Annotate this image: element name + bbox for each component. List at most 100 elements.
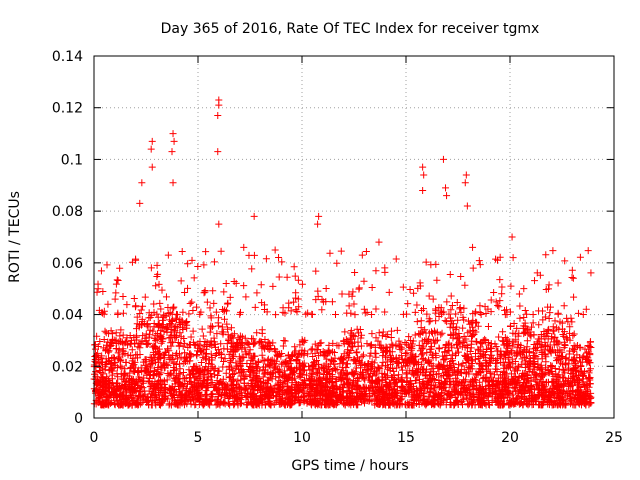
data-point [549, 370, 557, 378]
data-point [251, 303, 259, 311]
data-point [172, 388, 180, 396]
data-points [90, 96, 595, 409]
data-point [186, 397, 194, 405]
data-point [501, 355, 509, 363]
data-point [292, 387, 300, 395]
data-point [259, 384, 267, 392]
data-point [213, 385, 221, 393]
data-point [187, 333, 195, 341]
data-point [169, 305, 177, 313]
data-point [191, 379, 199, 387]
data-point [225, 386, 233, 394]
data-point-peak [214, 111, 222, 119]
data-point [569, 386, 577, 394]
data-point [185, 350, 193, 358]
data-point [504, 389, 512, 397]
data-point [422, 329, 430, 337]
data-point [482, 346, 490, 354]
data-point [133, 351, 141, 359]
data-point-peak [463, 202, 471, 210]
data-point [366, 342, 374, 350]
data-point [477, 384, 485, 392]
data-point [207, 337, 215, 345]
data-point [260, 363, 268, 371]
data-point [121, 339, 129, 347]
data-point [375, 376, 383, 384]
data-point [397, 352, 405, 360]
data-point [112, 390, 120, 398]
x-tick-label: 20 [501, 430, 519, 446]
data-point [347, 389, 355, 397]
data-point [438, 329, 446, 337]
data-point [170, 394, 178, 402]
data-point [475, 346, 483, 354]
data-point [541, 383, 549, 391]
data-point [152, 386, 160, 394]
data-point [297, 366, 305, 374]
data-point [529, 365, 537, 373]
data-point-peak [358, 251, 366, 259]
data-point [531, 369, 539, 377]
data-point [513, 348, 521, 356]
data-point [139, 384, 147, 392]
data-point [512, 372, 520, 380]
data-point [399, 283, 407, 291]
data-point [183, 396, 191, 404]
data-point [352, 349, 360, 357]
data-point [167, 354, 175, 362]
data-point [270, 400, 278, 408]
data-point [375, 364, 383, 372]
data-point [265, 361, 273, 369]
data-point [436, 401, 444, 409]
data-point [551, 334, 559, 342]
data-point [287, 307, 295, 315]
data-point [258, 351, 266, 359]
data-point [405, 388, 413, 396]
data-point [290, 298, 298, 306]
data-point [152, 282, 160, 290]
data-point [222, 369, 230, 377]
data-point [368, 372, 376, 380]
data-point [203, 383, 211, 391]
data-point [544, 400, 552, 408]
data-point [225, 350, 233, 358]
data-point [250, 352, 258, 360]
data-point [92, 386, 100, 394]
data-point [164, 310, 172, 318]
data-point [211, 352, 219, 360]
data-point [491, 340, 499, 348]
data-point [131, 364, 139, 372]
data-point [181, 349, 189, 357]
data-point [522, 371, 530, 379]
data-point [312, 395, 320, 403]
data-point [257, 281, 265, 289]
data-point [193, 352, 201, 360]
data-point [154, 323, 162, 331]
data-point [505, 390, 513, 398]
data-point [392, 379, 400, 387]
data-point [219, 375, 227, 383]
data-point [197, 358, 205, 366]
data-point [306, 395, 314, 403]
data-point [195, 369, 203, 377]
data-point [173, 355, 181, 363]
data-point [529, 319, 537, 327]
data-point [142, 355, 150, 363]
data-point [411, 308, 419, 316]
data-point [430, 386, 438, 394]
data-point [314, 401, 322, 409]
data-point [256, 337, 264, 345]
data-point [156, 299, 164, 307]
data-point [547, 362, 555, 370]
data-point [575, 396, 583, 404]
data-point [338, 356, 346, 364]
data-point [154, 313, 162, 321]
data-point [321, 351, 329, 359]
data-point [332, 311, 340, 319]
data-point [160, 361, 168, 369]
data-point [445, 388, 453, 396]
data-point [578, 378, 586, 386]
data-point [275, 253, 283, 261]
data-point [217, 340, 225, 348]
data-point [585, 374, 593, 382]
